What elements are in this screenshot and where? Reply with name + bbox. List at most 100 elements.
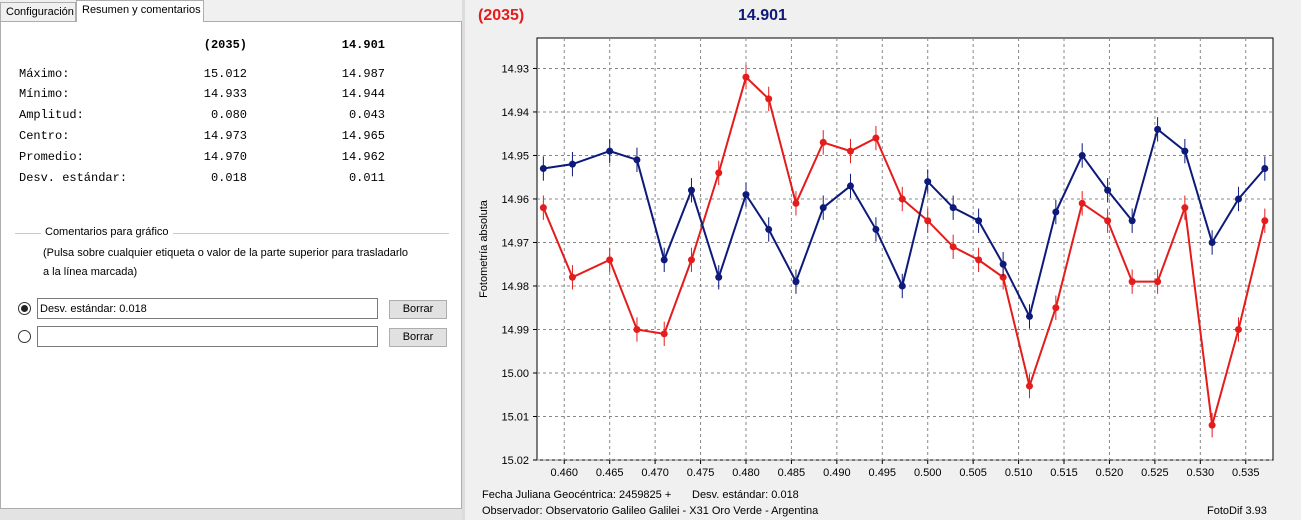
summary-value-centro-1[interactable]: 14.973 <box>203 129 247 143</box>
summary-value-min-1[interactable]: 14.933 <box>203 87 247 101</box>
x-tick-label: 0.460 <box>550 467 578 479</box>
summary-value-promedio-1[interactable]: 14.970 <box>203 150 247 164</box>
series-1-point <box>568 273 576 281</box>
summary-value-desv-1[interactable]: 0.018 <box>210 171 247 185</box>
series-2-point <box>1208 238 1216 246</box>
y-tick-label: 14.99 <box>501 324 529 336</box>
plot-area <box>536 37 1274 461</box>
series-1-point <box>846 147 854 155</box>
footer-desv: Desv. estándar: 0.018 <box>692 489 799 501</box>
comment-input-1[interactable] <box>37 298 378 319</box>
comments-group-title: Comentarios para gráfico <box>41 226 173 238</box>
series-2-line <box>543 127 1266 320</box>
summary-value-amplitud-1[interactable]: 0.080 <box>210 108 247 122</box>
series-1-line <box>542 75 1266 426</box>
x-tick-label: 0.500 <box>914 467 942 479</box>
series-2-point <box>792 278 800 286</box>
y-tick-label: 14.97 <box>501 237 529 249</box>
left-panel: Configuración Resumen y comentarios (203… <box>0 0 462 520</box>
y-tick-label: 14.95 <box>501 150 529 162</box>
x-tick-label: 0.465 <box>596 467 624 479</box>
y-tick-label: 15.02 <box>501 455 529 467</box>
summary-panel: (2035) 14.901 Máximo: 15.012 14.987 Míni… <box>0 21 462 509</box>
series-1-point <box>999 273 1007 281</box>
series-1-point <box>898 195 906 203</box>
comment-input-2[interactable] <box>37 326 378 347</box>
series-2-point <box>924 178 932 186</box>
summary-label-centro[interactable]: Centro: <box>19 129 70 143</box>
series-group <box>539 64 1269 438</box>
series-1-point <box>1078 199 1086 207</box>
footer-jd: Fecha Juliana Geocéntrica: 2459825 + <box>482 489 671 501</box>
comments-group-divider <box>15 233 449 234</box>
x-tick-label: 0.515 <box>1050 467 1078 479</box>
comment-radio-2[interactable] <box>18 330 31 343</box>
series-1-point <box>819 138 827 146</box>
summary-header-star1[interactable]: (2035) <box>203 38 247 52</box>
series-2-point <box>1128 217 1136 225</box>
series-1-point <box>715 169 723 177</box>
series-2-point <box>898 282 906 290</box>
series-1-point <box>539 204 547 212</box>
comment-radio-1[interactable] <box>18 302 31 315</box>
summary-label-desv[interactable]: Desv. estándar: <box>19 171 128 185</box>
summary-label-amplitud[interactable]: Amplitud: <box>19 108 84 122</box>
summary-value-desv-2[interactable]: 0.011 <box>348 171 385 185</box>
x-tick-label: 0.535 <box>1232 467 1260 479</box>
series-2-point <box>819 204 827 212</box>
summary-value-centro-2[interactable]: 14.965 <box>341 129 385 143</box>
series-1-point <box>1025 382 1033 390</box>
clear-comment-2-button[interactable]: Borrar <box>389 328 447 347</box>
summary-label-min[interactable]: Mínimo: <box>19 87 70 101</box>
series-1-point <box>1261 217 1269 225</box>
series-2-point <box>1052 208 1060 216</box>
series-2-point <box>765 225 773 233</box>
splitter[interactable] <box>462 0 465 520</box>
summary-value-max-1[interactable]: 15.012 <box>203 67 247 81</box>
series-2-point <box>1025 312 1033 320</box>
y-axis-label: Fotometría absoluta <box>478 199 490 298</box>
tab-configuracion[interactable]: Configuración <box>0 2 76 22</box>
y-tick-label: 14.98 <box>501 281 529 293</box>
series-1-point <box>1128 278 1136 286</box>
y-tick-label: 15.01 <box>501 411 529 423</box>
series-2-point <box>742 191 750 199</box>
series-2-point <box>1154 125 1162 133</box>
clear-comment-1-button[interactable]: Borrar <box>389 300 447 319</box>
series-2-point <box>606 147 614 155</box>
x-tick-label: 0.490 <box>823 467 851 479</box>
series-2-point <box>1181 147 1189 155</box>
series-2-point <box>687 186 695 194</box>
x-tick-label: 0.495 <box>869 467 897 479</box>
series-2-point <box>568 160 576 168</box>
series-1-point <box>660 330 668 338</box>
series-2-point <box>872 225 880 233</box>
summary-label-max[interactable]: Máximo: <box>19 67 70 81</box>
y-tick-label: 15.00 <box>501 368 529 380</box>
footer-app-version: FotoDif 3.93 <box>1207 505 1267 517</box>
series-1-point <box>1181 204 1189 212</box>
series-1-point <box>872 134 880 142</box>
x-tick-label: 0.475 <box>687 467 715 479</box>
series-2-point <box>846 182 854 190</box>
summary-value-max-2[interactable]: 14.987 <box>341 67 385 81</box>
tab-resumen-comentarios[interactable]: Resumen y comentarios <box>76 0 204 22</box>
series-2-point <box>1104 186 1112 194</box>
summary-value-amplitud-2[interactable]: 0.043 <box>348 108 385 122</box>
series-2-point <box>539 165 547 173</box>
series-1-point <box>765 95 773 103</box>
series-1-point <box>742 73 750 81</box>
chart-title-star1[interactable]: (2035) <box>478 7 524 24</box>
summary-value-promedio-2[interactable]: 14.962 <box>341 150 385 164</box>
series-1-point <box>924 217 932 225</box>
x-tick-label: 0.530 <box>1187 467 1215 479</box>
y-tick-label: 14.94 <box>501 107 529 119</box>
x-tick-label: 0.510 <box>1005 467 1033 479</box>
series-2-point <box>660 256 668 264</box>
summary-label-promedio[interactable]: Promedio: <box>19 150 84 164</box>
x-tick-label: 0.480 <box>732 467 760 479</box>
chart-title-star2[interactable]: 14.901 <box>738 7 787 24</box>
summary-header-star2[interactable]: 14.901 <box>341 38 385 52</box>
series-2-point <box>1261 165 1269 173</box>
summary-value-min-2[interactable]: 14.944 <box>341 87 385 101</box>
